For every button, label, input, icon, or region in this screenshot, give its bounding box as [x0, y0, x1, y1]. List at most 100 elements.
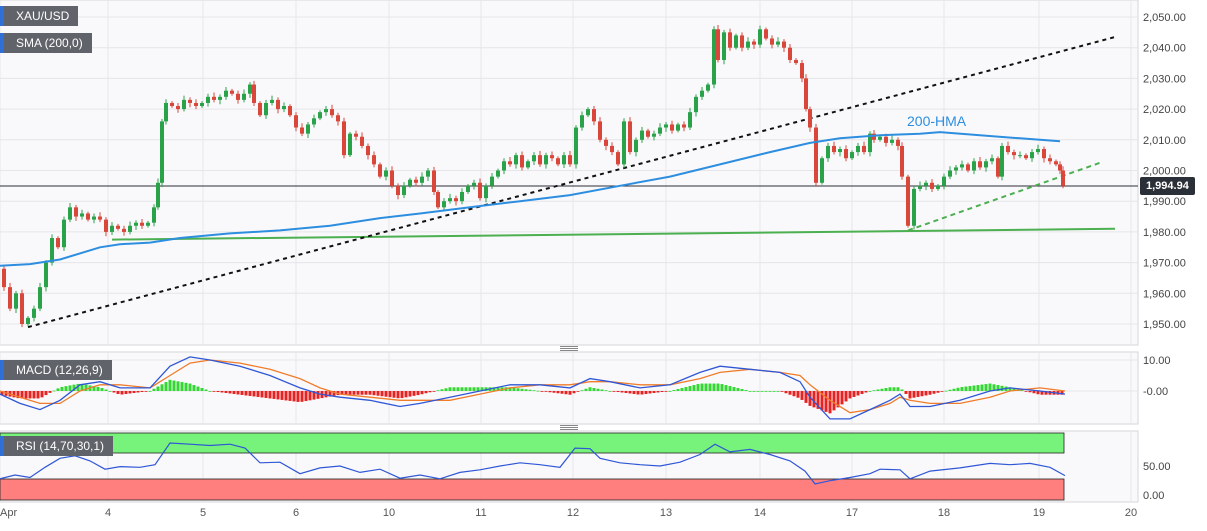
- candle-body: [98, 216, 102, 220]
- macd-histogram-bar: [432, 391, 436, 392]
- macd-histogram-bar: [820, 391, 824, 411]
- macd-histogram-bar: [220, 391, 224, 393]
- candle-body: [170, 102, 174, 107]
- macd-histogram-bar: [636, 391, 640, 395]
- macd-histogram-bar: [968, 386, 972, 391]
- macd-histogram-bar: [224, 391, 228, 393]
- candle-body: [454, 198, 458, 202]
- macd-histogram-bar: [1044, 391, 1048, 395]
- candle-body: [294, 115, 298, 128]
- macd-histogram-bar: [376, 391, 380, 396]
- x-tick-label: 13: [660, 507, 672, 519]
- pane-resize-handle-2[interactable]: [560, 425, 578, 430]
- macd-histogram-bar: [164, 382, 168, 391]
- macd-histogram-bar: [148, 391, 152, 392]
- candle-body: [574, 127, 578, 165]
- macd-histogram-bar: [344, 391, 348, 395]
- pane-resize-handle-1[interactable]: [560, 346, 578, 351]
- macd-histogram-bar: [280, 391, 284, 400]
- macd-histogram-bar: [292, 391, 296, 402]
- rsi-tag[interactable]: RSI (14,70,30,1): [0, 436, 114, 456]
- rising-support-line: [907, 161, 1101, 232]
- macd-histogram-bar: [256, 391, 260, 397]
- macd-histogram-bar: [444, 388, 448, 391]
- macd-histogram-bar: [772, 391, 776, 392]
- macd-histogram-bar: [228, 391, 232, 394]
- macd-histogram-bar: [716, 383, 720, 391]
- macd-histogram-bar: [404, 391, 408, 398]
- macd-histogram-bar: [0, 391, 4, 396]
- x-tick-label: 4: [105, 507, 111, 519]
- macd-histogram-bar: [208, 391, 212, 392]
- candle-body: [844, 149, 848, 159]
- macd-histogram-bar: [600, 389, 604, 391]
- macd-histogram-bar: [52, 390, 56, 392]
- candle-body: [622, 121, 626, 165]
- macd-histogram-bar: [352, 391, 356, 395]
- macd-histogram-bar: [656, 391, 660, 393]
- candle-body: [80, 213, 84, 217]
- candle-body: [814, 127, 818, 183]
- sma-tag[interactable]: SMA (200,0): [0, 33, 92, 53]
- candle-body: [646, 130, 650, 137]
- candle-body: [800, 63, 804, 79]
- macd-tag[interactable]: MACD (12,26,9): [0, 360, 112, 380]
- candle-body: [32, 308, 36, 318]
- symbol-tag[interactable]: XAU/USD: [0, 6, 79, 26]
- macd-histogram-bar: [464, 387, 468, 391]
- candle-body: [68, 207, 72, 220]
- candle-body: [598, 121, 602, 140]
- macd-histogram-bar: [980, 384, 984, 391]
- macd-histogram-bar: [440, 389, 444, 391]
- macd-histogram-bar: [956, 387, 960, 391]
- candle-body: [694, 96, 698, 113]
- macd-histogram-bar: [864, 391, 868, 393]
- candle-body: [116, 225, 120, 229]
- candle-body: [906, 176, 910, 226]
- candle-body: [270, 99, 274, 103]
- candle-body: [300, 127, 304, 134]
- candle-body: [306, 124, 310, 134]
- macd-histogram-bar: [296, 391, 300, 402]
- candle-body: [44, 262, 48, 288]
- macd-histogram-bar: [944, 390, 948, 392]
- macd-histogram-bar: [1032, 391, 1036, 394]
- macd-histogram-bar: [828, 391, 832, 414]
- rsi-plot: [0, 442, 1066, 485]
- macd-histogram-bar: [824, 391, 828, 412]
- macd-histogram-bar: [740, 389, 744, 391]
- macd-histogram-bar: [252, 391, 256, 397]
- macd-histogram-bar: [616, 391, 620, 392]
- macd-histogram-bar: [96, 386, 100, 391]
- macd-histogram-bar: [880, 388, 884, 391]
- candle-body: [122, 228, 126, 232]
- macd-histogram-bar: [468, 387, 472, 391]
- macd-histogram-bar: [924, 391, 928, 396]
- y-tick-label: 1,950.00: [1143, 319, 1186, 331]
- macd-histogram-bar: [520, 388, 524, 391]
- macd-histogram-bar: [128, 391, 132, 394]
- y-tick-label: 1,980.00: [1143, 227, 1186, 239]
- y-axis-labels: 1,950.00 1,960.00 1,970.00 1,980.00 1,990.00…: [1143, 12, 1186, 502]
- rsi-tick-label: 50.00: [1143, 461, 1171, 473]
- macd-histogram-bar: [1024, 391, 1028, 392]
- macd-histogram-bar: [588, 387, 592, 391]
- candle-body: [868, 133, 872, 153]
- candle-body: [664, 124, 668, 128]
- macd-histogram-bar: [884, 388, 888, 391]
- candle-body: [652, 133, 656, 137]
- candle-body: [770, 38, 774, 45]
- macd-histogram-bar: [324, 391, 328, 398]
- macd-histogram-bar: [460, 387, 464, 391]
- macd-histogram-bar: [44, 391, 48, 396]
- rsi-tick-label: 0.00: [1143, 490, 1164, 502]
- candle-body: [746, 41, 750, 48]
- candle-body: [532, 155, 536, 162]
- candle-body: [826, 145, 830, 159]
- candle-body: [508, 161, 512, 165]
- macd-histogram-bar: [560, 391, 564, 394]
- candle-body: [396, 185, 400, 196]
- macd-histogram-bar: [904, 391, 908, 394]
- candle-body: [224, 90, 228, 97]
